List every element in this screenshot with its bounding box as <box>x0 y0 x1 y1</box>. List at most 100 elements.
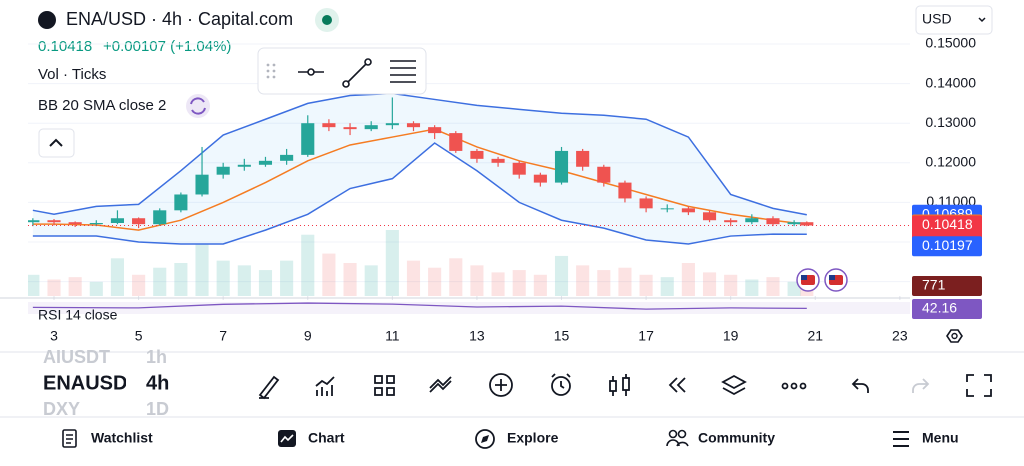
nav-watchlist[interactable]: Watchlist <box>91 430 153 446</box>
x-tick-label: 11 <box>385 328 400 344</box>
band-fill <box>32 93 807 244</box>
indicators-tool[interactable] <box>315 376 335 396</box>
compass-needle <box>481 435 489 443</box>
tools <box>258 373 992 400</box>
symbol-interval[interactable]: 1D <box>146 399 169 419</box>
fib-tool[interactable] <box>390 60 416 83</box>
menu-icon <box>893 431 909 447</box>
flag-canton <box>801 275 807 280</box>
symbol-interval[interactable]: 4h <box>146 372 169 394</box>
volume-badge-label: 771 <box>922 277 946 293</box>
volume-bar <box>639 274 653 296</box>
x-tick-label: 9 <box>304 328 312 344</box>
symbol-picker[interactable]: AIUSDT ENAUSD DXY <box>43 347 127 419</box>
candle-body <box>406 123 421 128</box>
indicator-bb[interactable]: BB 20 SMA close 2 <box>38 97 166 114</box>
y-tick-label: 0.12000 <box>925 154 976 170</box>
volume-bar <box>597 270 611 296</box>
volume-bar <box>470 265 484 296</box>
x-tick-label: 19 <box>723 328 739 344</box>
compare-tool[interactable] <box>429 376 452 393</box>
volume-bar <box>576 265 590 296</box>
collapse-button[interactable] <box>38 128 75 158</box>
trend-line-tool[interactable] <box>345 61 369 85</box>
candle-body <box>385 123 399 126</box>
nav-chart[interactable]: Chart <box>308 430 345 446</box>
tool-handle <box>364 58 372 66</box>
symbol-name[interactable]: DXY <box>43 399 80 419</box>
symbol-title[interactable]: ENA/USD · 4h · Capital.com <box>66 9 293 29</box>
volume-bar <box>132 274 146 296</box>
fullscreen-tool[interactable] <box>966 374 992 397</box>
volume-bar <box>195 244 209 296</box>
x-tick-label: 3 <box>50 328 58 344</box>
layout-tool[interactable] <box>374 375 383 384</box>
volume-bar <box>449 258 463 296</box>
layers-tool[interactable] <box>721 374 747 396</box>
candle-body <box>639 198 653 209</box>
x-tick-label: 15 <box>554 328 570 344</box>
redo-tool[interactable] <box>912 378 930 393</box>
x-tick-label: 23 <box>892 328 908 344</box>
rsi-badge <box>912 299 982 319</box>
last-price: 0.10418 <box>38 38 92 55</box>
nav-bar: Watchlist Chart Explore Community Menu <box>62 429 959 449</box>
volume-bar <box>237 265 251 296</box>
symbol-interval[interactable]: 1h <box>146 347 167 367</box>
symbol-name[interactable]: ENAUSD <box>43 372 127 394</box>
candle-body <box>576 150 590 167</box>
chart: 0.090000.100000.110000.120000.130000.140… <box>0 35 982 344</box>
replay-tool[interactable] <box>668 377 686 393</box>
candle-body <box>364 125 378 130</box>
nav-menu[interactable]: Menu <box>922 430 959 446</box>
candle-body <box>428 127 442 134</box>
y-tick-label: 0.13000 <box>925 114 976 130</box>
more-dot <box>799 382 807 390</box>
volume-bar <box>512 270 526 296</box>
price-change: +0.00107 (+1.04%) <box>103 38 231 55</box>
candle-body <box>153 210 167 225</box>
candle-body <box>554 150 569 183</box>
candle-body <box>68 222 82 225</box>
volume-bar <box>364 265 378 296</box>
candle-body <box>660 208 674 210</box>
flag-canton <box>829 275 835 280</box>
x-tick-label: 17 <box>638 328 654 344</box>
band-badge <box>912 236 982 257</box>
y-tick-label: 0.14000 <box>925 74 976 90</box>
plus <box>495 379 507 391</box>
candle-body <box>216 166 230 175</box>
settings-icon[interactable] <box>946 329 963 343</box>
volume-bar <box>491 272 505 296</box>
rsi-band <box>28 302 910 314</box>
symbol-name[interactable]: AIUSDT <box>43 347 110 367</box>
nav-explore[interactable]: Explore <box>507 430 559 446</box>
volume-bar <box>110 258 125 296</box>
candle-body <box>301 123 315 155</box>
draw-tool[interactable] <box>258 375 280 400</box>
volume-bar <box>89 281 103 296</box>
chart-icon-line <box>280 434 294 443</box>
volume-bar <box>660 277 674 296</box>
volume-bar <box>554 255 569 296</box>
currency-select[interactable] <box>915 5 993 35</box>
undo-tool[interactable] <box>851 378 869 393</box>
tool-handle <box>342 80 350 88</box>
watchlist-lines <box>66 434 73 444</box>
volume-badge <box>912 276 982 296</box>
nav-community[interactable]: Community <box>698 430 775 446</box>
candle-icon <box>622 377 630 391</box>
refresh-icon <box>190 97 206 115</box>
alert-tool[interactable] <box>551 376 571 396</box>
indicator-volume[interactable]: Vol · Ticks <box>38 66 106 83</box>
chevron-up <box>49 138 63 147</box>
drag-handle[interactable] <box>266 63 276 79</box>
volume-bar <box>745 279 759 296</box>
candle-body <box>597 166 611 183</box>
volume-bar <box>322 253 336 296</box>
volume-bar <box>406 260 421 296</box>
add-tool[interactable] <box>489 373 513 397</box>
more-tool[interactable] <box>781 382 789 390</box>
tool-handle <box>307 68 315 76</box>
layout-cell <box>386 375 395 384</box>
